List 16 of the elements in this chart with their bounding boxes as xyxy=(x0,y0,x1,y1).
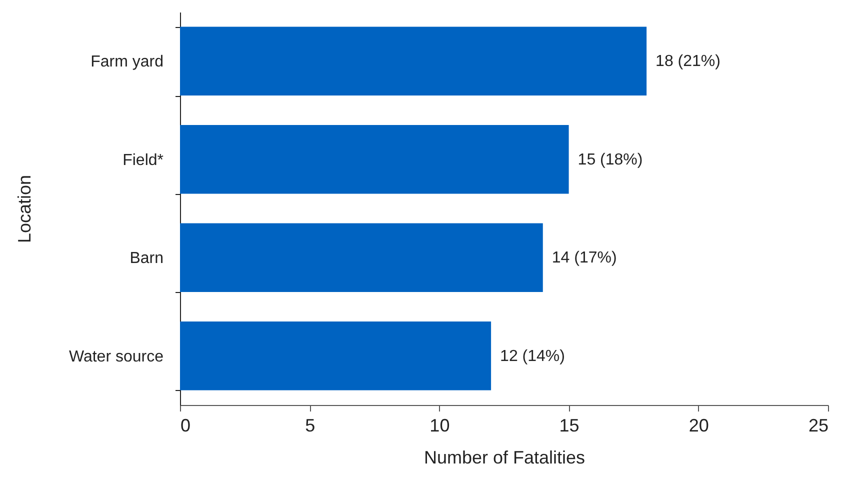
y-tick-label: Barn xyxy=(130,250,164,268)
x-tick-label: 20 xyxy=(688,416,709,436)
data-label: 18 (21%) xyxy=(656,53,720,70)
y-axis-title: Location xyxy=(14,174,34,244)
x-tick-label: 25 xyxy=(808,416,828,436)
x-tick-label: 5 xyxy=(305,416,316,436)
data-label: 14 (17%) xyxy=(552,250,617,267)
x-tick-label: 15 xyxy=(559,416,580,436)
x-tick-label: 10 xyxy=(430,416,450,436)
x-axis-title: Number of Fatalities xyxy=(424,448,586,468)
data-label: 15 (18%) xyxy=(578,151,643,168)
y-tick-label: Water source xyxy=(68,348,164,366)
x-tick-label: 0 xyxy=(180,416,191,436)
data-label: 12 (14%) xyxy=(500,348,565,365)
y-tick-label: Field* xyxy=(122,152,164,169)
y-tick-label: Farm yard xyxy=(90,54,164,71)
